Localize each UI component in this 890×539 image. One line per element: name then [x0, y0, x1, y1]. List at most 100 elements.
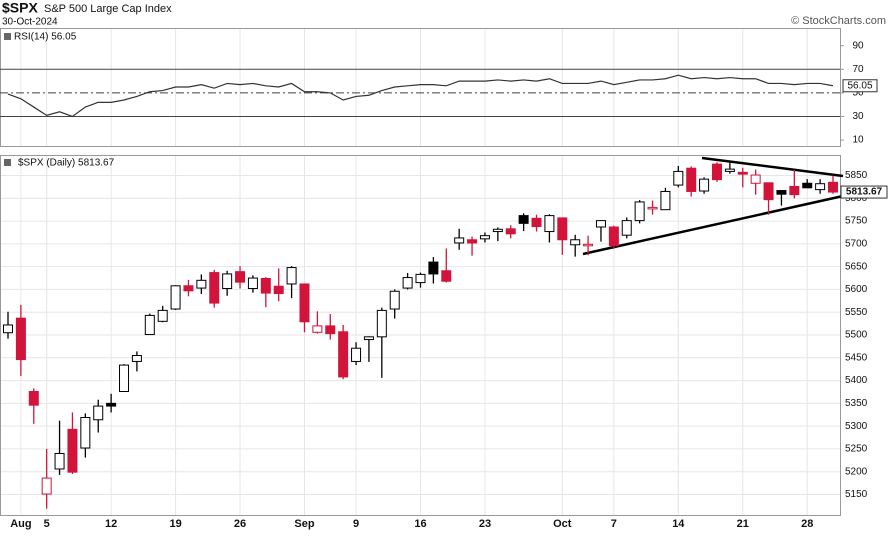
- x-tick-label: Sep: [294, 518, 314, 530]
- candle-body: [28, 391, 39, 406]
- candle-body: [106, 402, 117, 407]
- x-tick-label: 5: [44, 518, 50, 530]
- candle-body: [699, 178, 710, 192]
- candle-body: [570, 239, 581, 246]
- candle-body: [222, 273, 233, 290]
- candle-body: [518, 215, 529, 224]
- ticker: $SPX: [2, 0, 38, 16]
- candle-body: [454, 237, 465, 244]
- x-tick-label: 9: [353, 518, 359, 530]
- x-tick-label: 16: [414, 518, 426, 530]
- candle-body: [157, 309, 168, 322]
- x-tick-label: Oct: [553, 518, 572, 530]
- candle-body: [492, 228, 503, 233]
- candle-body: [415, 273, 426, 284]
- candle-body: [441, 270, 452, 282]
- candle-body: [389, 290, 400, 310]
- candle-body: [41, 477, 52, 495]
- trendline: [582, 194, 844, 256]
- y-tick-label: 5600: [845, 284, 868, 295]
- candle-body: [3, 324, 13, 334]
- x-tick-label: 14: [672, 518, 685, 530]
- credit: © StockCharts.com: [791, 15, 886, 27]
- y-tick-label: 5200: [845, 466, 868, 477]
- candle-body: [776, 190, 787, 195]
- rsi-frame: [0, 28, 841, 147]
- candle-body: [170, 285, 181, 310]
- candle-body: [15, 317, 26, 361]
- candle-body: [660, 190, 671, 211]
- x-tick-label: Aug: [10, 518, 31, 530]
- y-tick-label: 5300: [845, 421, 868, 432]
- y-tick-label: 5450: [845, 352, 868, 363]
- candle-body: [737, 171, 748, 175]
- candle-body: [247, 277, 258, 290]
- candle-body: [673, 170, 684, 186]
- candle-body: [209, 272, 220, 304]
- candle-body: [325, 325, 336, 335]
- candle-body: [119, 364, 130, 393]
- candle-body: [260, 277, 271, 294]
- y-tick-label: 5350: [845, 398, 868, 409]
- y-tick-label: 10: [852, 135, 864, 146]
- candle-body: [724, 168, 735, 172]
- candle-body: [428, 261, 439, 275]
- candle-body: [815, 183, 826, 191]
- candle-body: [531, 217, 542, 228]
- candle-body: [183, 285, 194, 292]
- rsi-legend: RSI(14) 56.05: [14, 32, 77, 43]
- candle-body: [67, 428, 78, 473]
- candle-body: [338, 331, 349, 378]
- x-tick-label: 21: [737, 518, 749, 530]
- x-tick-label: 26: [234, 518, 246, 530]
- y-tick-label: 5850: [845, 170, 868, 181]
- candle-body: [557, 217, 568, 241]
- price-legend: $SPX (Daily) 5813.67: [18, 158, 115, 169]
- price-frame: [0, 155, 841, 516]
- candle-body: [647, 206, 658, 210]
- candle-body: [583, 243, 594, 247]
- candle-body: [802, 182, 813, 189]
- y-tick-label: 5500: [845, 330, 868, 341]
- y-tick-label: 5700: [845, 239, 868, 250]
- candle-body: [595, 220, 606, 228]
- y-tick-label: 30: [852, 111, 864, 122]
- candle-body: [54, 452, 65, 470]
- candle-body: [93, 405, 104, 421]
- last-value-box: [840, 185, 888, 199]
- last-value-label: 56.05: [847, 80, 872, 91]
- candle-body: [402, 277, 413, 289]
- candle-body: [634, 201, 645, 222]
- y-tick-label: 5750: [845, 216, 868, 227]
- y-tick-label: 5650: [845, 261, 868, 272]
- y-tick-label: 5400: [845, 375, 868, 386]
- candle-body: [544, 215, 555, 233]
- candle-body: [144, 314, 155, 336]
- trendline: [701, 156, 844, 178]
- candle-body: [686, 167, 697, 192]
- candle-body: [131, 355, 142, 362]
- subtitle: S&P 500 Large Cap Index: [44, 3, 172, 15]
- y-tick-label: 5150: [845, 489, 868, 500]
- candle-body: [363, 336, 374, 341]
- x-tick-label: 28: [801, 518, 813, 530]
- candle-body: [711, 163, 722, 181]
- rsi-line: [7, 74, 834, 118]
- last-value-label: 5813.67: [846, 187, 883, 198]
- candle-body: [789, 185, 800, 196]
- candle-body: [80, 416, 91, 449]
- legend-icon: [4, 159, 11, 166]
- y-tick-label: 70: [852, 64, 864, 75]
- candle-body: [376, 309, 387, 338]
- candle-body: [351, 347, 362, 362]
- candle-body: [467, 239, 478, 244]
- candle-body: [621, 220, 632, 236]
- x-tick-label: 12: [105, 518, 117, 530]
- candle-body: [273, 285, 284, 295]
- last-value-box: [842, 79, 878, 93]
- candle-body: [479, 235, 490, 240]
- candle-body: [299, 283, 310, 323]
- candle-body: [608, 226, 619, 247]
- x-tick-label: 19: [169, 518, 181, 530]
- legend-icon: [4, 33, 11, 40]
